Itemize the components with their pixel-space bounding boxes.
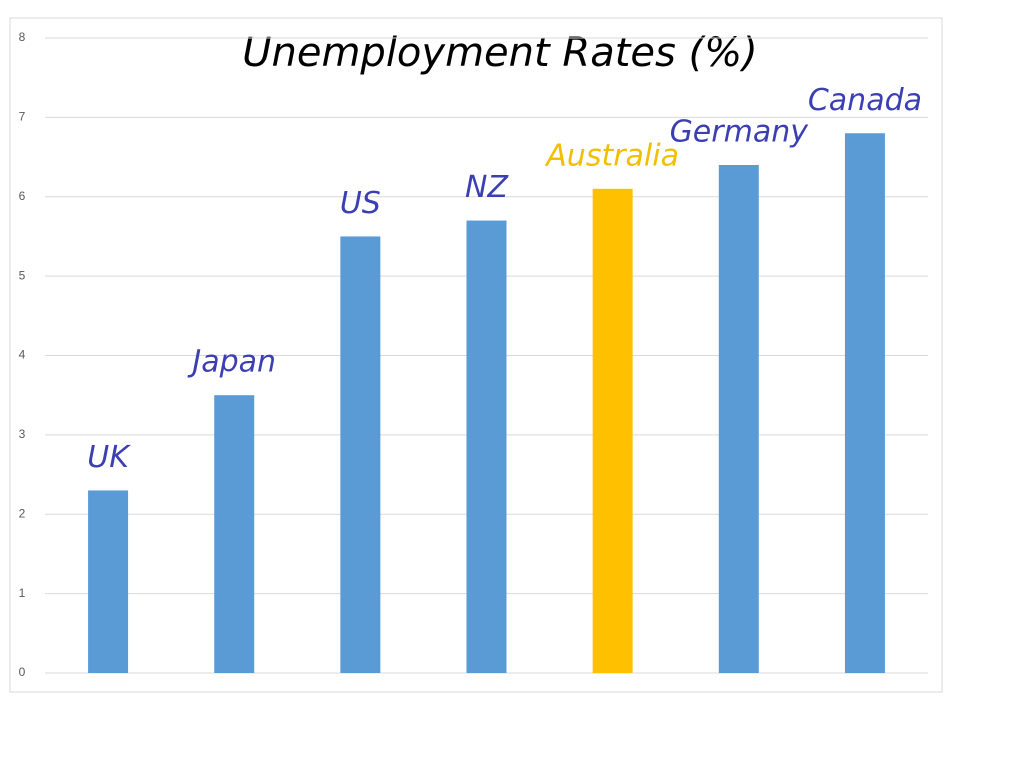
- y-tick-label: 4: [19, 348, 26, 362]
- y-tick-label: 8: [19, 30, 26, 44]
- category-label: US: [340, 186, 381, 221]
- bar: [592, 188, 633, 673]
- category-label: Canada: [808, 83, 922, 118]
- y-tick-label: 1: [19, 586, 26, 600]
- y-tick-label: 7: [19, 110, 26, 124]
- category-label: Germany: [670, 115, 810, 150]
- y-tick-label: 0: [19, 665, 26, 679]
- y-tick-label: 5: [19, 268, 26, 282]
- category-label: NZ: [465, 170, 509, 205]
- y-tick-label: 2: [19, 506, 26, 520]
- bar: [214, 395, 255, 673]
- category-label: Japan: [187, 345, 276, 380]
- bar: [718, 165, 759, 673]
- bar: [340, 236, 381, 673]
- bar: [466, 220, 507, 673]
- category-label: Australia: [544, 138, 679, 173]
- y-tick-label: 3: [19, 427, 26, 441]
- bar: [88, 490, 129, 673]
- category-label: UK: [87, 440, 131, 475]
- y-tick-label: 6: [19, 189, 26, 203]
- chart-title: Unemployment Rates (%): [242, 30, 758, 76]
- bar: [844, 133, 885, 673]
- chart-border: [9, 17, 943, 693]
